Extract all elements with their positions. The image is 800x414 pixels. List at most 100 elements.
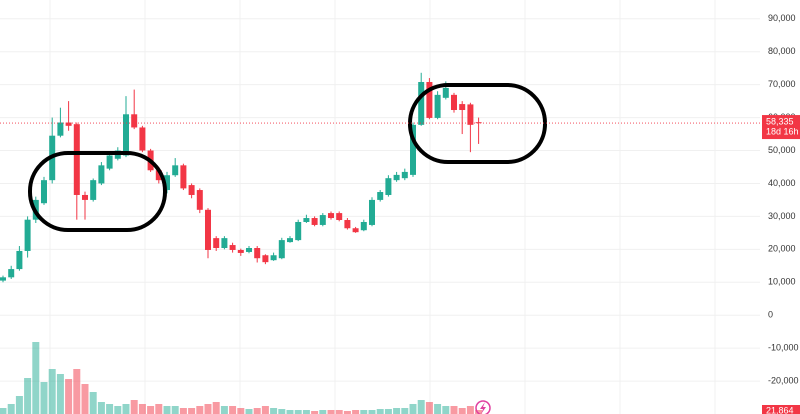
volume-bar [0,408,7,414]
candle-body [352,228,359,233]
candle-body [65,122,72,126]
candle-body [426,82,433,118]
candle-body [287,238,293,243]
candle-body [196,190,203,210]
candle-body [319,215,326,225]
candle-body [131,114,138,128]
volume-bar [147,406,155,414]
candle-body [385,178,392,195]
candle-body [0,277,6,281]
candle-body [205,209,211,250]
volume-bar [81,384,89,414]
candle-body [377,192,384,200]
candle-body [270,255,277,261]
candle-body [360,221,367,231]
volume-bar [155,404,163,414]
volume-bar [122,404,130,414]
candle-body [123,114,129,156]
volume-bar [89,392,97,414]
candle-body [254,248,261,259]
volume-bar [425,402,433,414]
volume-label-box [762,405,800,414]
volume-bar [7,404,15,414]
volume-bar [48,369,56,414]
candle-body [213,238,220,249]
volume-bar [237,408,245,414]
volume-bar [376,409,384,414]
y-tick-label: 40,000 [768,178,796,188]
y-tick-label: 50,000 [768,145,796,155]
volume-bar [286,410,294,414]
y-tick-label: 10,000 [768,277,796,287]
volume-bar [384,409,392,414]
volume-pane [0,342,483,414]
volume-bar [56,374,64,414]
y-tick-label: 0 [768,310,773,320]
candle-body [172,165,179,176]
candle-body [237,249,244,253]
volume-bar [97,402,105,414]
volume-bar [343,411,351,414]
candle-body [98,165,105,184]
candle-body [401,171,408,179]
candle-body [434,94,441,118]
volume-bar [15,396,23,414]
candle-body [229,245,236,250]
candle-body [16,250,23,270]
volume-bar [360,410,368,414]
candle-body [262,255,269,263]
volume-bar [163,406,171,414]
y-tick-label: -20,000 [768,375,799,385]
candle-body [369,199,375,225]
volume-bar [32,342,40,414]
volume-bar [212,402,220,414]
volume-bar [401,408,409,414]
volume-bar [261,406,269,414]
y-tick-label: 70,000 [768,79,796,89]
volume-bar [196,406,204,414]
volume-bar [188,408,196,414]
lightning-icon [475,400,491,414]
y-tick-label: 90,000 [768,13,796,23]
volume-bar [327,410,335,414]
volume-bar [114,406,122,414]
volume-bar [40,382,48,414]
candle-body [188,185,195,195]
candle-body [328,213,334,219]
volume-bar [179,408,187,414]
candle-body [336,213,343,221]
candles [0,72,482,283]
countdown-label: 18d 16h [766,126,799,136]
candle-body [303,218,310,222]
volume-bar [204,404,212,414]
candle-body [467,104,474,125]
volume-bar [294,410,302,414]
candle-body [475,122,482,124]
candle-body [344,220,351,229]
candle-body [442,87,449,98]
volume-bar [245,409,253,414]
volume-bar [311,411,319,414]
volume-bar [302,410,310,414]
volume-bar [253,408,261,414]
candle-body [180,165,187,189]
volume-bar [475,410,483,414]
volume-bar [171,406,179,414]
volume-bar [335,410,343,414]
y-tick-label: 30,000 [768,211,796,221]
last-price-label: 58,335 [766,116,794,126]
volume-bar [466,406,474,414]
volume-bar [106,404,114,414]
candle-body [246,248,252,252]
candle-body [393,174,400,181]
candle-body [73,124,80,195]
candle-body [295,221,302,241]
volume-bar [278,409,286,414]
volume-bar [319,410,327,414]
candle-body [278,240,285,259]
candle-body [57,122,64,136]
volume-label: 21,864 [766,405,794,414]
volume-bar [368,410,376,414]
volume-bar [442,406,450,414]
